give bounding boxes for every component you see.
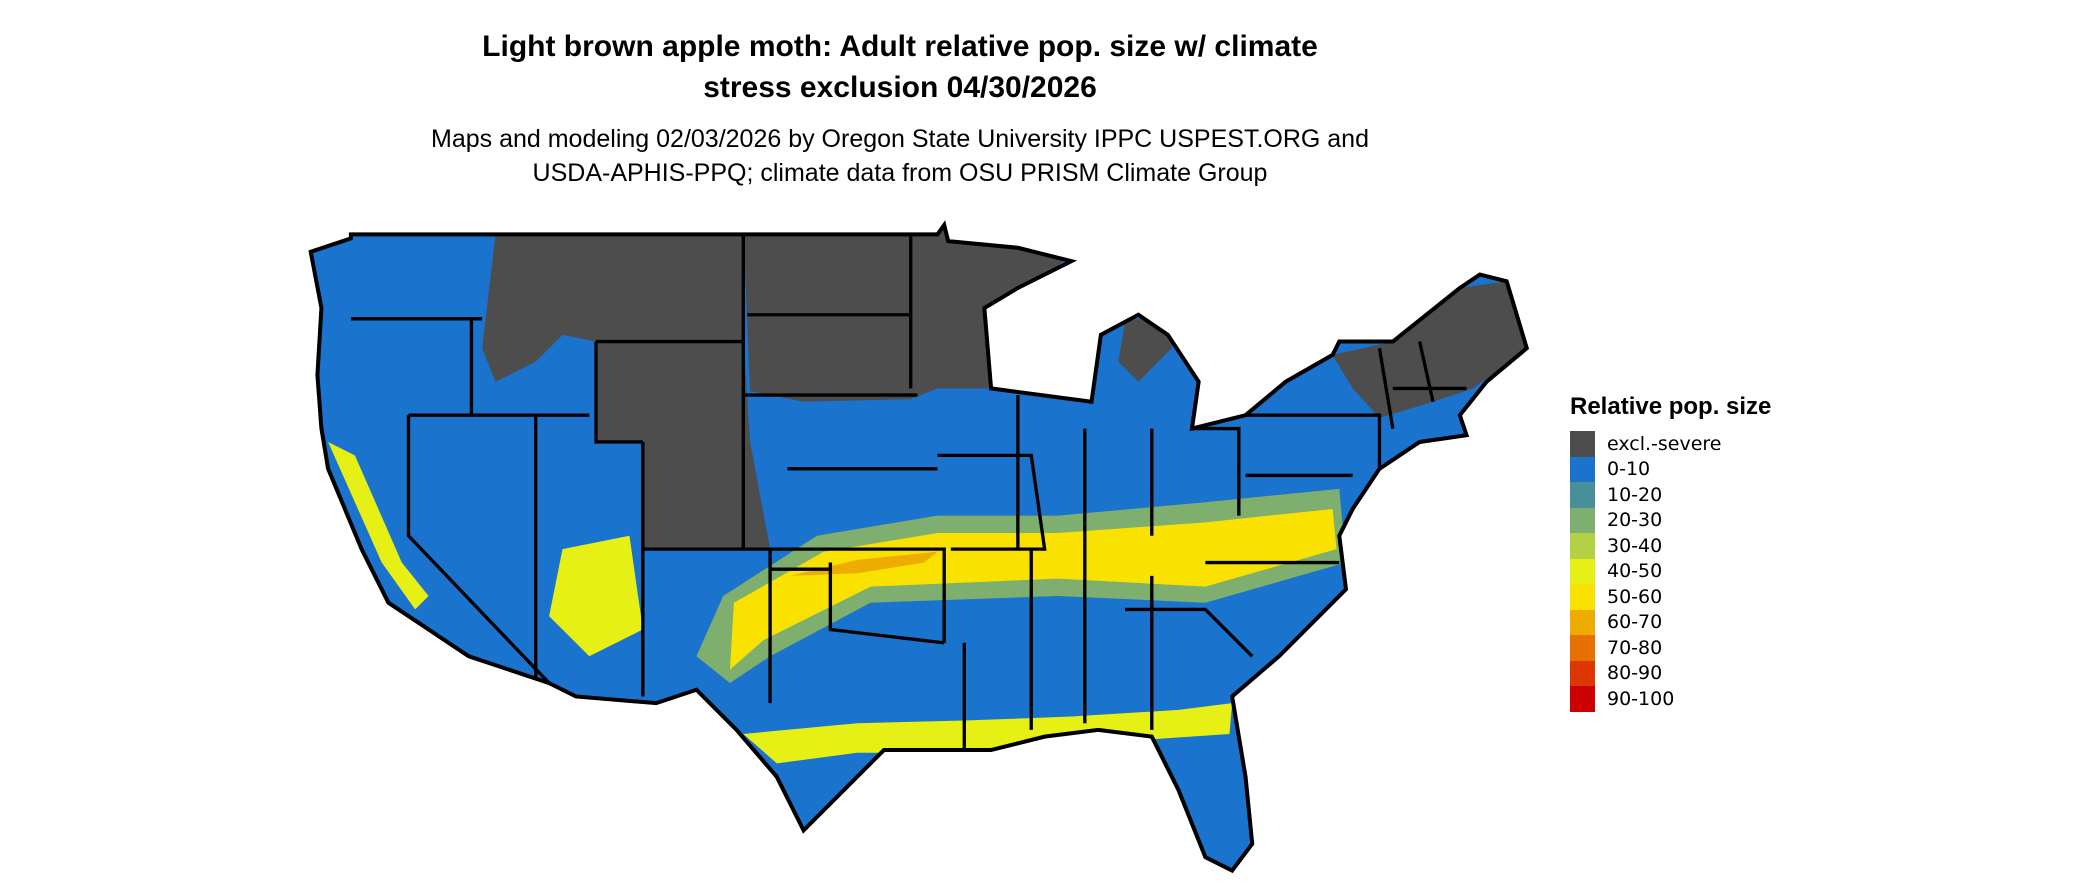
legend-label: 0-10	[1607, 458, 1651, 481]
legend-item: 80-90	[1570, 660, 1771, 686]
legend-swatch	[1570, 533, 1595, 559]
zone-west-band	[328, 441, 643, 657]
legend-item: 60-70	[1570, 609, 1771, 635]
legend-item: 70-80	[1570, 635, 1771, 661]
legend-item: excl.-severe	[1570, 431, 1771, 457]
legend-item: 10-20	[1570, 482, 1771, 508]
legend-item: 0-10	[1570, 456, 1771, 482]
legend-label: 80-90	[1607, 662, 1663, 685]
legend-swatch	[1570, 660, 1595, 686]
map-subtitle: Maps and modeling 02/03/2026 by Oregon S…	[300, 122, 1500, 190]
legend-item: 20-30	[1570, 507, 1771, 533]
zone-excl-severe-northeast	[1332, 281, 1527, 418]
legend-swatch	[1570, 507, 1595, 533]
legend-label: 60-70	[1607, 611, 1663, 634]
legend-swatch	[1570, 635, 1595, 661]
legend-item: 30-40	[1570, 533, 1771, 559]
legend-swatch	[1570, 558, 1595, 584]
subtitle-line-1: Maps and modeling 02/03/2026 by Oregon S…	[431, 125, 1369, 153]
legend-item: 90-100	[1570, 686, 1771, 712]
zone-excl-severe-wyoming	[595, 341, 771, 550]
legend-label: 50-60	[1607, 585, 1663, 608]
title-line-1: Light brown apple moth: Adult relative p…	[482, 30, 1318, 63]
legend-label: 90-100	[1607, 687, 1675, 710]
title-line-2: stress exclusion 04/30/2026	[703, 71, 1097, 104]
legend-items: excl.-severe 0-10 10-20 20-30 30-40 40-50 50-6…	[1570, 431, 1771, 712]
legend-swatch	[1570, 584, 1595, 610]
legend-swatch	[1570, 456, 1595, 482]
legend-swatch	[1570, 686, 1595, 712]
zone-gulf-band	[743, 703, 1233, 764]
legend-item: 50-60	[1570, 584, 1771, 610]
legend: Relative pop. size excl.-severe 0-10 10-20…	[1570, 393, 1771, 712]
legend-title: Relative pop. size	[1570, 393, 1772, 420]
legend-swatch	[1570, 431, 1595, 457]
legend-label: 10-20	[1607, 483, 1663, 506]
legend-label: 20-30	[1607, 509, 1663, 532]
legend-swatch	[1570, 609, 1595, 635]
state-borders	[310, 225, 1527, 871]
legend-label: 40-50	[1607, 560, 1663, 583]
legend-swatch	[1570, 482, 1595, 508]
subtitle-line-2: USDA-APHIS-PPQ; climate data from OSU PR…	[532, 159, 1268, 187]
zone-excl-severe-michigan	[1118, 314, 1172, 382]
legend-label: 30-40	[1607, 534, 1663, 557]
legend-item: 40-50	[1570, 558, 1771, 584]
legend-label: excl.-severe	[1607, 432, 1722, 455]
map-title: Light brown apple moth: Adult relative p…	[300, 26, 1500, 108]
legend-label: 70-80	[1607, 636, 1663, 659]
